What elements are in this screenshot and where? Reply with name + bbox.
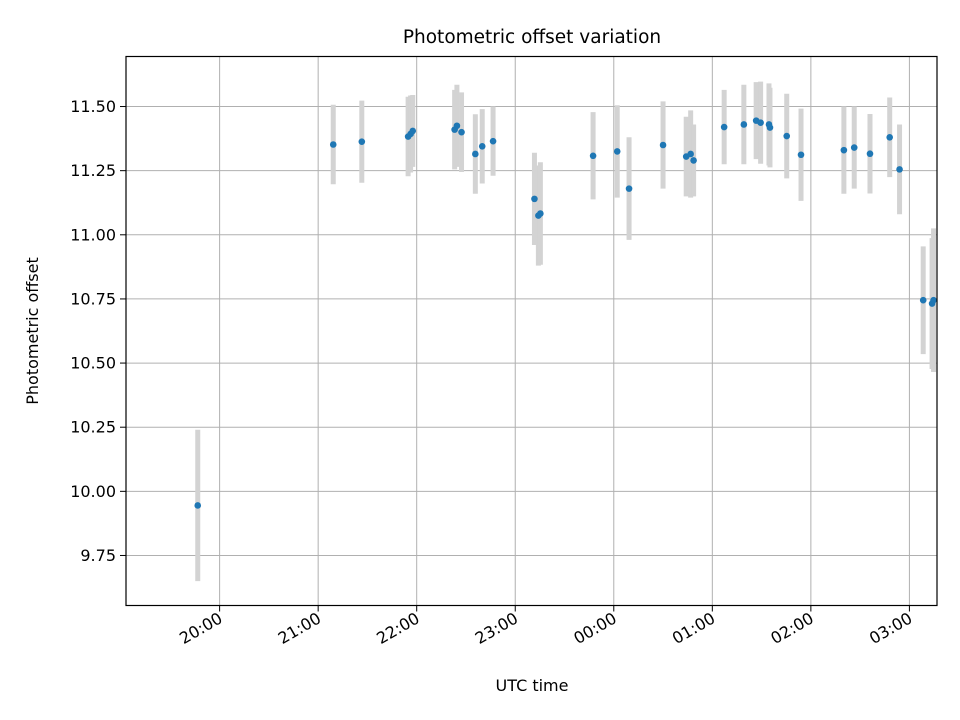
data-point <box>625 185 633 192</box>
data-point <box>919 296 927 304</box>
data-point <box>194 502 202 509</box>
y-tick-label: 11.50 <box>70 97 116 116</box>
data-point <box>690 157 697 164</box>
data-point <box>458 128 465 136</box>
x-axis-label: UTC time <box>496 676 569 695</box>
data-point <box>472 150 479 158</box>
y-axis-ticks: 9.75 10.00 10.25 10.50 10.75 11.00 11.25 11.50 <box>70 97 126 565</box>
data-point <box>687 150 694 158</box>
data-point <box>850 144 858 151</box>
data-point <box>453 122 461 130</box>
x-tick-label: 22:00 <box>373 609 422 649</box>
x-tick-label: 20:00 <box>176 609 225 649</box>
data-point <box>613 148 621 155</box>
data-point <box>478 142 486 150</box>
data-point <box>783 132 791 140</box>
data-point <box>797 151 805 159</box>
x-tick-label: 02:00 <box>767 609 816 649</box>
data-point <box>589 152 597 160</box>
x-axis-ticks: 20:00 21:00 22:00 23:00 00:00 01:00 02:00 03:00 <box>176 605 915 649</box>
data-point <box>531 195 538 203</box>
data-point <box>757 119 764 126</box>
data-point <box>740 121 748 128</box>
data-point <box>866 150 874 158</box>
y-tick-label: 9.75 <box>80 546 116 565</box>
data-point <box>930 296 937 304</box>
chart-title: Photometric offset variation <box>403 27 661 48</box>
y-tick-label: 10.50 <box>70 354 116 373</box>
x-tick-label: 01:00 <box>669 609 718 649</box>
x-tick-label: 03:00 <box>866 609 915 649</box>
data-point <box>840 146 848 154</box>
y-axis-label: Photometric offset <box>23 257 42 405</box>
data-point <box>537 210 544 217</box>
data-point <box>886 134 893 141</box>
x-tick-label: 00:00 <box>570 609 619 649</box>
data-point <box>896 166 903 173</box>
y-tick-label: 10.75 <box>70 289 116 308</box>
data-points <box>194 117 937 509</box>
y-tick-label: 10.00 <box>70 482 116 501</box>
grid-lines <box>126 56 937 606</box>
x-tick-label: 21:00 <box>275 609 324 649</box>
y-tick-label: 10.25 <box>70 418 116 437</box>
data-point <box>489 137 497 145</box>
y-tick-label: 11.00 <box>70 225 116 244</box>
data-point <box>659 141 667 149</box>
plot-frame <box>125 55 938 607</box>
x-tick-label: 23:00 <box>472 609 521 649</box>
y-tick-label: 11.25 <box>70 161 116 180</box>
data-point <box>409 127 417 135</box>
data-point <box>358 138 366 145</box>
data-point <box>720 123 728 131</box>
data-point <box>766 124 774 131</box>
error-bars <box>195 81 937 582</box>
data-point <box>329 141 337 148</box>
